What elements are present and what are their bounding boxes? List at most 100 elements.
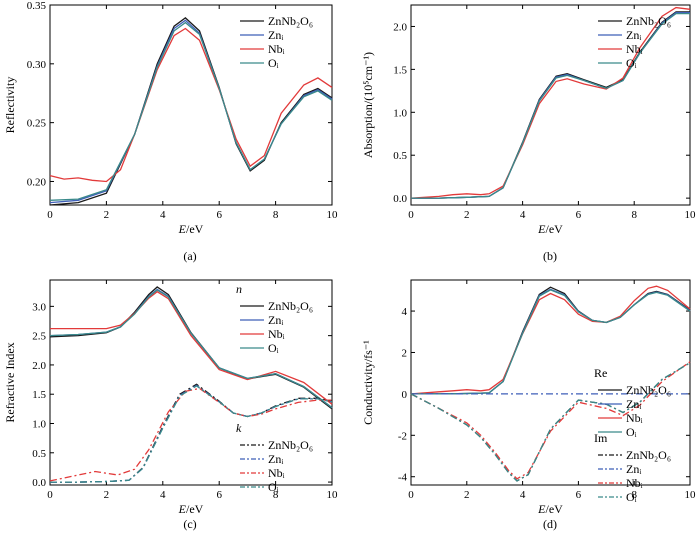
panel-label: (a): [183, 249, 196, 263]
y-tick-label: 1.0: [32, 419, 46, 431]
y-axis-title: Conductivity/fs⁻¹: [361, 340, 375, 425]
legend-entry: Oᵢ: [268, 56, 279, 70]
x-tick-label: 8: [631, 489, 637, 501]
legend-group-title: Re: [594, 366, 607, 380]
legend-entry: Znᵢ: [626, 397, 641, 411]
series-line: [410, 361, 691, 480]
y-tick-label: 0.35: [27, 0, 47, 12]
x-tick-label: 6: [576, 489, 582, 501]
legend-entry: Oᵢ: [268, 480, 279, 494]
legend-entry: Znᵢ: [268, 28, 283, 42]
x-tick-label: 0: [47, 209, 53, 221]
y-tick-label: 0.30: [27, 59, 47, 71]
panel-3: 0 2 4 6 8 10 -4 -2 0 2 4 E/eV Conductivity/fs⁻¹ (d) Re…: [361, 279, 697, 531]
series-line: [49, 17, 333, 206]
series-line: [49, 21, 333, 201]
x-tick-label: 0: [47, 489, 53, 501]
legend-entry: Nbᵢ: [268, 466, 285, 480]
plot-frame: [49, 4, 333, 206]
x-tick-label: 10: [685, 209, 697, 221]
x-axis-title: E/eV: [537, 222, 563, 236]
legend-entry: Znᵢ: [268, 452, 283, 466]
x-axis-title: E/eV: [178, 502, 204, 516]
x-axis-title: E/eV: [178, 222, 204, 236]
series-line: [410, 362, 691, 482]
series-line: [50, 290, 333, 405]
series-line: [410, 362, 691, 482]
series-line: [411, 289, 691, 395]
x-tick-label: 4: [160, 489, 166, 501]
x-tick-label: 10: [327, 489, 339, 501]
legend-entry: ZnNb₂O₆: [626, 14, 671, 28]
x-axis-title: E/eV: [537, 502, 563, 516]
legend-group-title: n: [236, 282, 242, 296]
y-tick-label: 1.5: [32, 389, 46, 401]
x-tick-label: 4: [520, 489, 526, 501]
x-tick-label: 0: [408, 489, 414, 501]
plot-frame: [49, 279, 333, 486]
legend-entry: Znᵢ: [626, 28, 641, 42]
x-tick-label: 0: [408, 209, 414, 221]
legend-entry: Nbᵢ: [626, 476, 643, 490]
y-axis-title: Refractive Index: [3, 342, 17, 422]
series-line: [50, 383, 333, 483]
panel-1: 0 2 4 6 8 10 0.0 0.5 1.0 1.5 2.0 E/eV Absorption/(10…: [361, 4, 697, 263]
x-tick-label: 2: [104, 209, 110, 221]
legend-group-title: Im: [594, 431, 608, 445]
y-tick-label: 0.5: [393, 150, 407, 162]
x-tick-label: 4: [160, 209, 166, 221]
series-line: [50, 385, 333, 483]
legend-entry: ZnNb₂O₆: [626, 448, 671, 462]
plot-frame: [410, 279, 691, 486]
x-tick-label: 6: [576, 209, 582, 221]
y-tick-label: 0.0: [32, 477, 46, 489]
x-tick-label: 8: [273, 209, 279, 221]
x-tick-label: 6: [216, 209, 222, 221]
legend-entry: ZnNb₂O₆: [268, 14, 313, 28]
y-axis-title: Absorption/(10⁵cm⁻¹): [361, 52, 375, 158]
y-axis-title: Reflectivity: [3, 77, 17, 134]
y-tick-label: 0.20: [27, 176, 47, 188]
x-tick-label: 6: [216, 489, 222, 501]
legend-entry: Nbᵢ: [626, 411, 643, 425]
legend-entry: Znᵢ: [268, 313, 283, 327]
legend-group-title: k: [236, 421, 242, 435]
y-tick-label: -2: [398, 430, 407, 442]
series-line: [411, 12, 690, 199]
y-tick-label: 3.0: [32, 301, 46, 313]
legend-entry: Oᵢ: [626, 56, 637, 70]
y-tick-label: 2.5: [32, 331, 46, 343]
y-tick-label: 0.5: [32, 448, 46, 460]
panel-label: (b): [543, 249, 557, 263]
legend-entry: ZnNb₂O₆: [626, 383, 671, 397]
series-line: [411, 286, 691, 395]
legend-entry: Oᵢ: [268, 341, 279, 355]
y-tick-label: -4: [398, 472, 408, 484]
plot-frame: [410, 4, 691, 206]
legend-entry: ZnNb₂O₆: [268, 438, 313, 452]
y-tick-label: 2.0: [393, 21, 407, 33]
x-tick-label: 4: [520, 209, 526, 221]
x-tick-label: 2: [104, 489, 110, 501]
panel-label: (c): [183, 517, 196, 531]
x-tick-label: 2: [464, 209, 470, 221]
series-line: [410, 6, 691, 199]
y-tick-label: 4: [402, 306, 408, 318]
legend-entry: Nbᵢ: [268, 327, 285, 341]
legend-entry: Nbᵢ: [268, 42, 285, 56]
series-line: [410, 285, 691, 395]
x-tick-label: 2: [464, 489, 470, 501]
series-line: [49, 387, 332, 482]
panel-0: 0 2 4 6 8 10 0.20 0.25 0.30 0.35 E/eV Reflectivity (…: [3, 0, 338, 263]
panel-2: 0 2 4 6 8 10 0.0 0.5 1.0 1.5 2.0 2.5 3.0 E/eV Refracti…: [3, 279, 339, 531]
x-tick-label: 10: [685, 489, 697, 501]
x-tick-label: 8: [273, 489, 279, 501]
y-tick-label: 0.25: [27, 118, 47, 130]
x-tick-label: 8: [631, 209, 637, 221]
y-tick-label: 0.0: [393, 193, 407, 205]
y-tick-label: 2.0: [32, 360, 46, 372]
series-line: [49, 289, 333, 409]
y-tick-label: 2: [402, 347, 408, 359]
legend-entry: Znᵢ: [626, 462, 641, 476]
